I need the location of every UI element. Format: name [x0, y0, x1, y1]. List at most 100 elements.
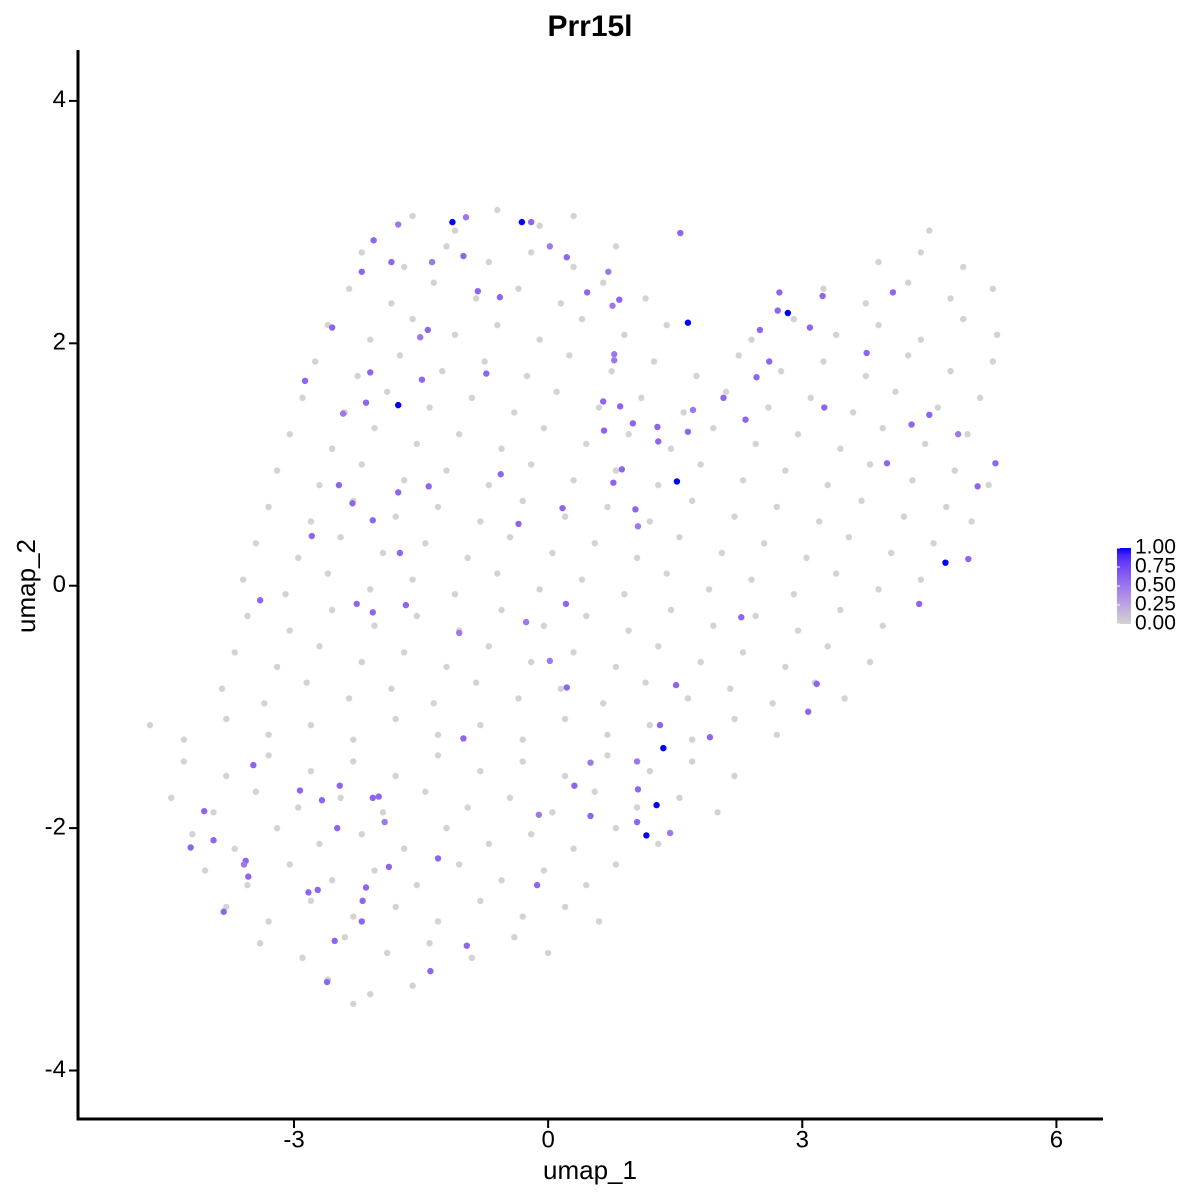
cell-point [638, 394, 645, 402]
cell-point [511, 409, 518, 416]
cell-point [358, 461, 365, 468]
cell-point [632, 506, 639, 513]
cell-point [710, 622, 717, 629]
cell-point [331, 937, 338, 945]
cell-point [273, 663, 281, 671]
cell-point [417, 334, 424, 341]
cell-point [604, 731, 611, 738]
cell-point [790, 315, 798, 323]
cell-point [947, 367, 954, 375]
cell-point [790, 590, 798, 598]
cell-point [672, 681, 680, 689]
cell-point [265, 503, 272, 511]
cell-point [921, 440, 929, 448]
cell-point [455, 629, 463, 637]
cell-point [295, 804, 302, 811]
cell-point [600, 279, 607, 286]
cell-point [629, 420, 637, 427]
cell-point [515, 695, 522, 702]
cell-point [350, 758, 357, 765]
cell-point [875, 586, 882, 593]
cell-point [570, 212, 577, 220]
cell-point [339, 410, 347, 417]
cell-point [385, 863, 393, 871]
cell-point [600, 427, 608, 434]
cell-point [477, 518, 484, 525]
cell-point [395, 401, 402, 409]
cell-point [400, 263, 408, 271]
cell-point [904, 352, 912, 359]
cell-point [511, 933, 518, 941]
cell-point [498, 445, 505, 452]
cell-point [426, 404, 433, 411]
cell-point [273, 467, 281, 474]
cell-point [307, 897, 315, 905]
cell-point [497, 471, 504, 478]
cell-point [666, 829, 674, 837]
cell-point [684, 428, 692, 435]
cell-point [954, 431, 962, 438]
cell-point [748, 336, 755, 343]
cell-point [494, 570, 501, 577]
cell-point [879, 424, 886, 432]
cell-point [323, 978, 331, 986]
cell-point [689, 406, 697, 414]
cell-point [862, 372, 870, 380]
colorbar-label: 0.75 [1135, 555, 1176, 578]
cell-point [244, 612, 251, 620]
cell-point [464, 554, 471, 562]
cell-point [328, 324, 336, 331]
cell-point [381, 818, 388, 826]
cell-point [400, 649, 408, 656]
cell-point [684, 319, 692, 326]
cell-point [395, 489, 402, 496]
cell-point [965, 555, 972, 563]
cell-point [210, 809, 217, 816]
cell-point [307, 721, 315, 729]
cell-point [718, 549, 726, 557]
cell-point [369, 609, 376, 616]
cell-point [654, 423, 661, 431]
cell-point [375, 793, 382, 800]
cell-point [570, 477, 577, 484]
cell-point [371, 424, 378, 432]
cell-point [989, 285, 997, 292]
cell-point [400, 477, 408, 484]
cell-point [634, 786, 642, 793]
cell-point [354, 372, 361, 380]
cell-point [430, 279, 437, 286]
cell-point [250, 761, 257, 769]
cell-point [604, 752, 611, 759]
cell-point [443, 663, 450, 671]
cell-point [424, 326, 432, 334]
cell-point [314, 886, 321, 894]
cell-point [506, 534, 514, 541]
cell-point [992, 460, 999, 467]
cell-point [989, 358, 997, 365]
cell-point [468, 954, 476, 962]
cell-point [676, 794, 683, 802]
cell-point [485, 840, 493, 848]
cell-point [299, 954, 306, 962]
cell-point [418, 376, 426, 383]
cell-point [697, 658, 704, 666]
cell-point [625, 431, 632, 438]
cell-point [849, 409, 857, 416]
cell-point [540, 867, 548, 874]
colorbar-label: 0.00 [1135, 612, 1176, 635]
x-tick-label: 0 [541, 1126, 554, 1153]
cell-point [605, 268, 612, 275]
cell-point [265, 918, 272, 925]
cell-point [951, 467, 958, 474]
cell-point [816, 518, 823, 525]
cell-point [218, 685, 226, 692]
cell-point [240, 861, 248, 868]
cell-point [633, 818, 641, 826]
cell-point [934, 404, 942, 411]
cell-point [498, 606, 505, 614]
cell-point [392, 772, 399, 780]
cell-point [663, 570, 670, 577]
cell-point [358, 249, 365, 256]
cell-point [633, 554, 641, 562]
colorbar-label: 0.50 [1135, 574, 1176, 597]
